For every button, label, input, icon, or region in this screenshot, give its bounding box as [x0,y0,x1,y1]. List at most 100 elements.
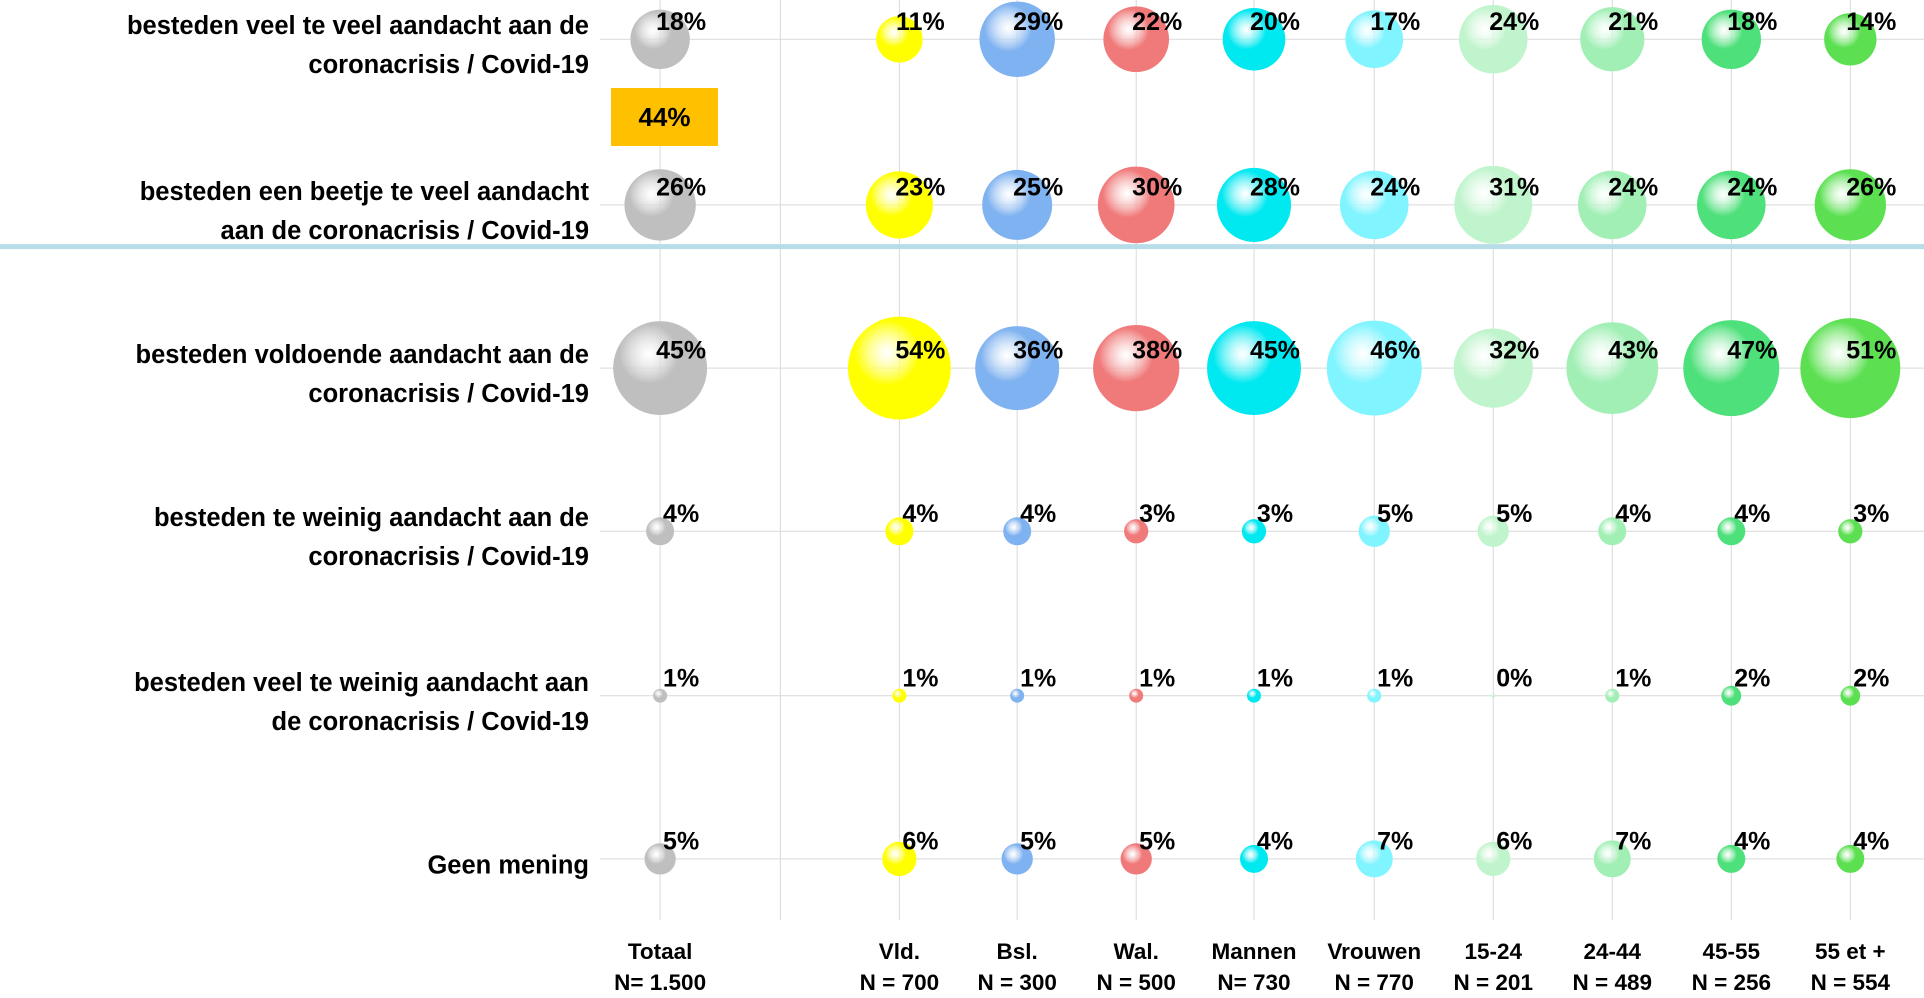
value-label: 1% [1257,664,1293,692]
bubble [1721,685,1742,706]
value-label: 4% [1853,828,1889,856]
bubble [1697,170,1766,240]
bubble [646,517,675,546]
bubble [1840,685,1861,706]
value-label: 0% [1496,664,1532,692]
column-label: Wal. N = 500 [1096,939,1176,995]
bubble [653,688,668,703]
row-label: besteden veel te veel aandacht aan de co… [126,12,589,80]
value-label: 26% [656,174,706,202]
value-label: 7% [1377,828,1413,856]
bubble [1216,167,1292,242]
value-label: 4% [1734,828,1770,856]
value-label: 1% [663,664,699,692]
bubble [1701,9,1761,69]
value-label: 30% [1132,174,1182,202]
bubble [982,169,1053,240]
bubble [1246,688,1261,703]
bubble [1241,519,1267,544]
bubble [1593,840,1631,878]
bubble [882,841,917,877]
bubble [847,316,951,420]
value-label: 1% [1020,664,1056,692]
value-label: 46% [1370,337,1420,365]
value-label: 3% [1853,500,1889,528]
value-label: 24% [1370,174,1420,202]
bubble [630,9,690,69]
value-label: 38% [1132,337,1182,365]
value-label: 4% [1615,500,1651,528]
value-label: 5% [1496,500,1532,528]
row-label: besteden voldoende aandacht aan de coron… [135,341,589,409]
value-label: 1% [1615,664,1651,692]
value-label: 2% [1734,664,1770,692]
value-label: 5% [1020,828,1056,856]
value-label: 43% [1608,337,1658,365]
value-label: 5% [1139,828,1175,856]
row-label: besteden veel te weinig aandacht aan de … [134,668,589,736]
column-label: 55 et + N = 554 [1810,939,1891,995]
bubble [1800,318,1901,419]
value-label: 32% [1489,337,1539,365]
column-label: Totaal N= 1.500 [614,939,707,995]
bubble [979,1,1055,77]
bubble [1717,517,1746,546]
bubble [1454,165,1533,244]
value-label: 45% [656,337,706,365]
value-label: 54% [895,337,945,365]
value-label: 29% [1013,8,1063,36]
column-label: Mannen N= 730 [1211,939,1297,995]
bubble [1339,170,1409,240]
bubble [1097,166,1175,244]
value-label: 3% [1139,500,1175,528]
row-label: Geen mening [427,851,589,880]
value-label: 26% [1846,174,1896,202]
bubble [876,16,923,63]
value-label: 51% [1846,337,1896,365]
value-label: 4% [1734,500,1770,528]
bubble [1566,322,1659,415]
value-label: 24% [1489,8,1539,36]
value-label: 31% [1489,174,1539,202]
value-label: 36% [1013,337,1063,365]
bubble [1129,688,1144,703]
bubble [1358,515,1390,547]
value-label: 4% [902,500,938,528]
bubble [1580,7,1645,72]
bubble [1717,844,1746,873]
bubble [1222,7,1286,71]
bubble [613,321,708,416]
bubble [624,169,696,241]
bubble [1838,519,1863,544]
bubble [1577,170,1647,240]
value-label: 5% [1377,500,1413,528]
bubble [1814,169,1887,241]
value-label: 18% [656,8,706,36]
bubble [1458,4,1528,74]
bubble [1124,519,1149,544]
value-label: 45% [1250,337,1300,365]
value-label: 17% [1370,8,1420,36]
column-label: 24-44 N = 489 [1572,939,1652,995]
column-label: Vrouwen N = 770 [1327,939,1422,995]
value-label: 22% [1132,8,1182,36]
bubble [975,326,1060,411]
bubble [892,688,907,703]
value-label: 24% [1727,174,1777,202]
value-label: 25% [1013,174,1063,202]
bubble [1367,688,1382,703]
bubble [644,843,676,875]
column-label: Vld. N = 700 [859,939,940,995]
row-label: besteden een beetje te veel aandacht aan… [139,177,589,245]
value-label: 6% [1496,828,1532,856]
bubble [1103,6,1170,73]
value-label: 4% [1020,500,1056,528]
value-label: 47% [1727,337,1777,365]
column-label: 45-55 N = 256 [1691,939,1772,995]
bubble [1453,328,1533,408]
value-label: 21% [1608,8,1658,36]
row-label: besteden te weinig aandacht aan de coron… [153,504,589,572]
bubble [1120,843,1152,875]
